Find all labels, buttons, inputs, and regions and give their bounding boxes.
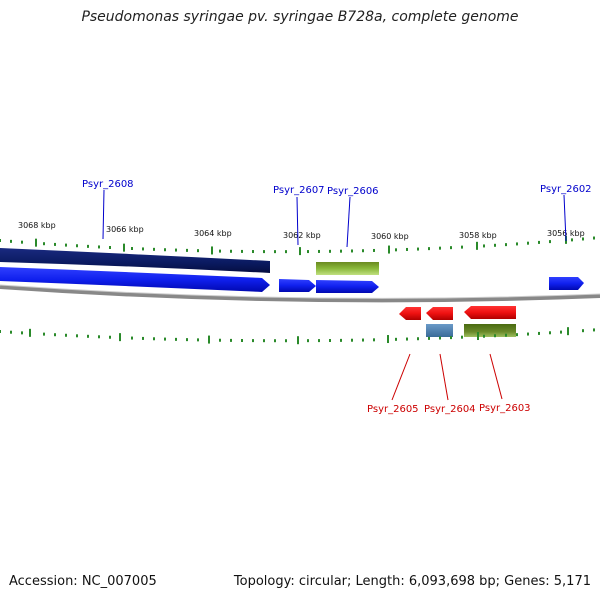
gene-arrow-psyr-2606 — [316, 280, 379, 293]
feature-green-psyr-2606 — [316, 262, 379, 275]
gene-label-psyr-2607[interactable]: Psyr_2607 — [273, 185, 325, 196]
leader-line — [563, 194, 567, 242]
gene-arrow-psyr-2607 — [279, 279, 316, 292]
gene-label-psyr-2606[interactable]: Psyr_2606 — [327, 186, 379, 197]
tick-label: 3058 kbp — [459, 231, 497, 240]
tick-label: 3064 kbp — [194, 229, 232, 238]
tick-label: 3066 kbp — [106, 225, 144, 234]
genome-backbone — [0, 285, 600, 303]
gene-arrow-psyr-2604 — [426, 307, 453, 320]
tick-row-top — [0, 235, 595, 256]
leader-line — [296, 196, 299, 246]
leader-line — [489, 353, 503, 400]
tick-label: 3062 kbp — [283, 231, 321, 240]
gene-label-psyr-2605[interactable]: Psyr_2605 — [367, 404, 419, 415]
feature-olive-psyr-2603 — [464, 324, 516, 337]
map-title: Pseudomonas syringae pv. syringae B728a,… — [81, 9, 519, 25]
gene-arrow-psyr-2603 — [464, 306, 516, 319]
leader-line — [391, 353, 411, 401]
gene-arrow-psyr-2602 — [549, 277, 584, 290]
accession-text: Accession: NC_007005 — [9, 574, 157, 589]
gene-arrow-psyr-2608 — [0, 267, 270, 292]
tick-label: 3068 kbp — [18, 221, 56, 230]
gene-label-psyr-2603[interactable]: Psyr_2603 — [479, 403, 531, 414]
leader-line — [346, 196, 351, 248]
gene-label-psyr-2602[interactable]: Psyr_2602 — [540, 184, 592, 195]
gene-label-psyr-2608[interactable]: Psyr_2608 — [82, 179, 134, 190]
tick-row-bottom — [0, 327, 595, 345]
genome-summary-text: Topology: circular; Length: 6,093,698 bp… — [233, 574, 591, 589]
gene-label-psyr-2604[interactable]: Psyr_2604 — [424, 404, 476, 415]
feature-steel-psyr-2604 — [426, 324, 453, 337]
leader-line — [102, 189, 105, 240]
feature-band-dark — [0, 248, 270, 273]
tick-label: 3060 kbp — [371, 232, 409, 241]
gene-arrow-psyr-2605 — [399, 307, 421, 320]
leader-line — [439, 353, 449, 401]
